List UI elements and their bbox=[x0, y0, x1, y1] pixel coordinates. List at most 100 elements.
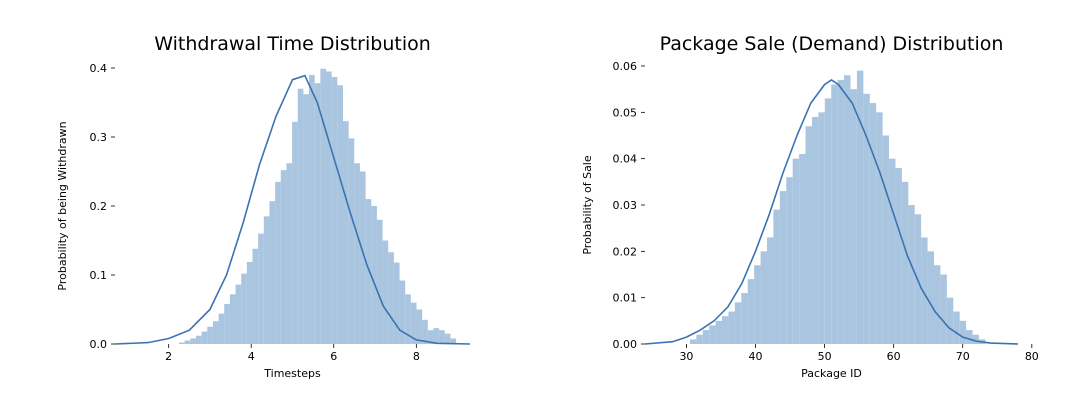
histogram-bar bbox=[889, 158, 896, 344]
histogram-bar bbox=[766, 237, 774, 344]
histogram-bar bbox=[359, 171, 366, 344]
histogram-bar bbox=[728, 311, 735, 344]
chart-title: Package Sale (Demand) Distribution bbox=[660, 33, 1004, 55]
y-tick-label: 0.3 bbox=[90, 131, 108, 144]
histogram-bar bbox=[702, 330, 710, 344]
histogram-bar bbox=[314, 83, 321, 345]
y-tick-label: 0.0 bbox=[90, 338, 108, 351]
histogram-bar bbox=[416, 309, 423, 344]
histogram-bar bbox=[320, 68, 327, 344]
histogram-bar bbox=[229, 294, 236, 344]
histogram-bar bbox=[689, 339, 697, 344]
histogram-bar bbox=[382, 240, 389, 344]
x-tick-label: 4 bbox=[248, 350, 255, 363]
histogram-bar bbox=[444, 333, 451, 344]
histogram-bar bbox=[722, 316, 729, 344]
histogram-bar bbox=[275, 181, 281, 344]
histogram-bar bbox=[399, 280, 406, 344]
y-tick-label: 0.06 bbox=[613, 60, 638, 73]
histogram-bar bbox=[895, 167, 902, 344]
y-tick-label: 0.04 bbox=[613, 153, 638, 166]
kde-line bbox=[114, 74, 471, 345]
y-tick-label: 0.01 bbox=[613, 292, 638, 305]
y-tick-label: 0.05 bbox=[613, 106, 638, 119]
histogram-bar bbox=[354, 163, 360, 344]
x-tick-label: 80 bbox=[1025, 350, 1039, 363]
histogram-bar bbox=[218, 313, 225, 344]
histogram-bar bbox=[427, 330, 434, 344]
x-tick-label: 30 bbox=[679, 350, 693, 363]
histogram-bar bbox=[348, 138, 355, 344]
histogram-bar bbox=[831, 84, 838, 345]
histogram-bar bbox=[212, 321, 219, 344]
y-tick-label: 0.1 bbox=[90, 269, 108, 282]
histogram-bar bbox=[811, 116, 819, 344]
histogram-bar bbox=[972, 334, 979, 344]
withdrawal-time-panel: Withdrawal Time Distribution 2 4 6 8 0.0 0.1 0.… bbox=[56, 33, 471, 380]
x-tick-label: 50 bbox=[818, 350, 832, 363]
histogram-bar bbox=[303, 94, 310, 344]
histogram-bar bbox=[410, 302, 417, 344]
histogram-bar bbox=[966, 330, 973, 344]
chart-title: Withdrawal Time Distribution bbox=[154, 33, 431, 55]
x-tick-label: 40 bbox=[749, 350, 763, 363]
x-tick-label: 2 bbox=[165, 350, 172, 363]
y-tick-label: 0.2 bbox=[90, 200, 108, 213]
histogram-bar bbox=[908, 205, 915, 344]
histogram-bar bbox=[715, 320, 723, 344]
histogram-bar bbox=[371, 206, 377, 344]
histogram-bar bbox=[850, 89, 857, 345]
histogram-bar bbox=[921, 237, 928, 344]
histogram-bar bbox=[376, 219, 383, 344]
histogram-bar bbox=[696, 334, 703, 344]
histogram-bar bbox=[741, 293, 748, 344]
histogram-bar bbox=[184, 340, 191, 344]
histogram-bar bbox=[934, 265, 941, 344]
histogram-bar bbox=[433, 328, 440, 344]
histogram-bar bbox=[337, 85, 343, 344]
histogram-bar bbox=[365, 199, 372, 344]
histogram-bar bbox=[235, 284, 242, 344]
histogram-bar bbox=[837, 79, 845, 345]
histogram-bar bbox=[326, 71, 332, 344]
histogram-bar bbox=[393, 262, 400, 344]
histogram-bar bbox=[754, 265, 761, 344]
histogram-bar bbox=[946, 297, 954, 344]
histogram-bar bbox=[818, 112, 825, 344]
histogram-bar bbox=[292, 121, 298, 344]
histogram-bar bbox=[178, 342, 185, 344]
histogram-bar bbox=[258, 233, 264, 344]
histogram-bar bbox=[280, 170, 287, 344]
y-tick-label: 0.02 bbox=[613, 245, 638, 258]
x-tick-label: 8 bbox=[413, 350, 420, 363]
histogram-bar bbox=[882, 135, 890, 344]
histogram-bar bbox=[953, 311, 960, 344]
histogram-bar bbox=[241, 273, 247, 344]
histogram-bar bbox=[844, 75, 851, 345]
histogram-bar bbox=[824, 98, 832, 344]
histogram-bar bbox=[195, 335, 202, 344]
histogram-bar bbox=[876, 112, 883, 344]
x-axis-label: Timesteps bbox=[263, 367, 321, 380]
histogram-bar bbox=[331, 76, 338, 344]
y-tick-label: 0.4 bbox=[90, 62, 108, 75]
histogram-bar bbox=[799, 154, 806, 344]
histogram-bar bbox=[734, 302, 742, 344]
y-tick-label: 0.00 bbox=[613, 338, 638, 351]
x-axis-label: Package ID bbox=[801, 367, 862, 380]
x-tick-label: 70 bbox=[956, 350, 970, 363]
y-tick-label: 0.03 bbox=[613, 199, 638, 212]
histogram-bar bbox=[747, 279, 755, 344]
histogram-bar bbox=[856, 70, 864, 344]
histogram-bar bbox=[388, 252, 394, 344]
histogram-bar bbox=[439, 330, 445, 344]
y-axis-label: Probability of Sale bbox=[581, 155, 594, 255]
histogram-bar bbox=[805, 126, 812, 344]
histogram-bar bbox=[286, 163, 293, 344]
histogram-bar bbox=[940, 274, 947, 344]
histogram-bar bbox=[786, 177, 793, 344]
histogram-bar bbox=[901, 181, 909, 344]
histogram-bar bbox=[779, 191, 787, 344]
histogram-bar bbox=[252, 248, 259, 344]
